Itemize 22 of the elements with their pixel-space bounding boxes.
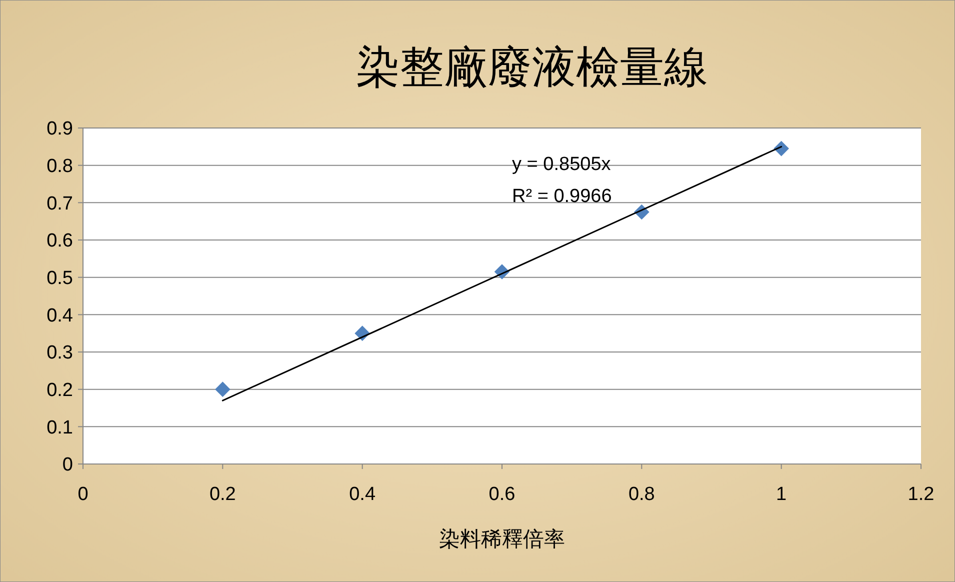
x-tick-label: 0.2: [209, 484, 236, 505]
y-tick-label: 0.3: [46, 342, 73, 364]
y-tick-label: 0.2: [46, 380, 73, 401]
annotation: y = 0.8505x: [512, 154, 612, 175]
y-tick-label: 0.8: [46, 156, 73, 177]
y-tick-label: 0.9: [46, 118, 73, 140]
x-tick-label: 1: [776, 484, 787, 505]
y-tick-label: 0.6: [46, 230, 73, 252]
y-tick-label: 0.7: [46, 193, 73, 214]
point: [214, 382, 230, 398]
x-tick-label: 0.6: [488, 484, 516, 505]
x-tick-label: 0: [78, 484, 88, 505]
y-tick-label: 0.4: [46, 305, 74, 326]
x-axis-title: 染料稀釋倍率: [439, 528, 565, 551]
x-tick-label: 0.4: [349, 484, 376, 505]
annotation: R² = 0.9966: [512, 186, 612, 207]
y-tick-label: 0.5: [46, 268, 73, 289]
x-tick-label: 1.2: [908, 484, 934, 505]
x-tick-label: 0.8: [628, 484, 655, 505]
y-tick-label: 0.1: [46, 417, 73, 438]
chart-title: 染整廠廢液檢量線: [356, 43, 708, 92]
y-tick-label: 0: [62, 454, 73, 476]
